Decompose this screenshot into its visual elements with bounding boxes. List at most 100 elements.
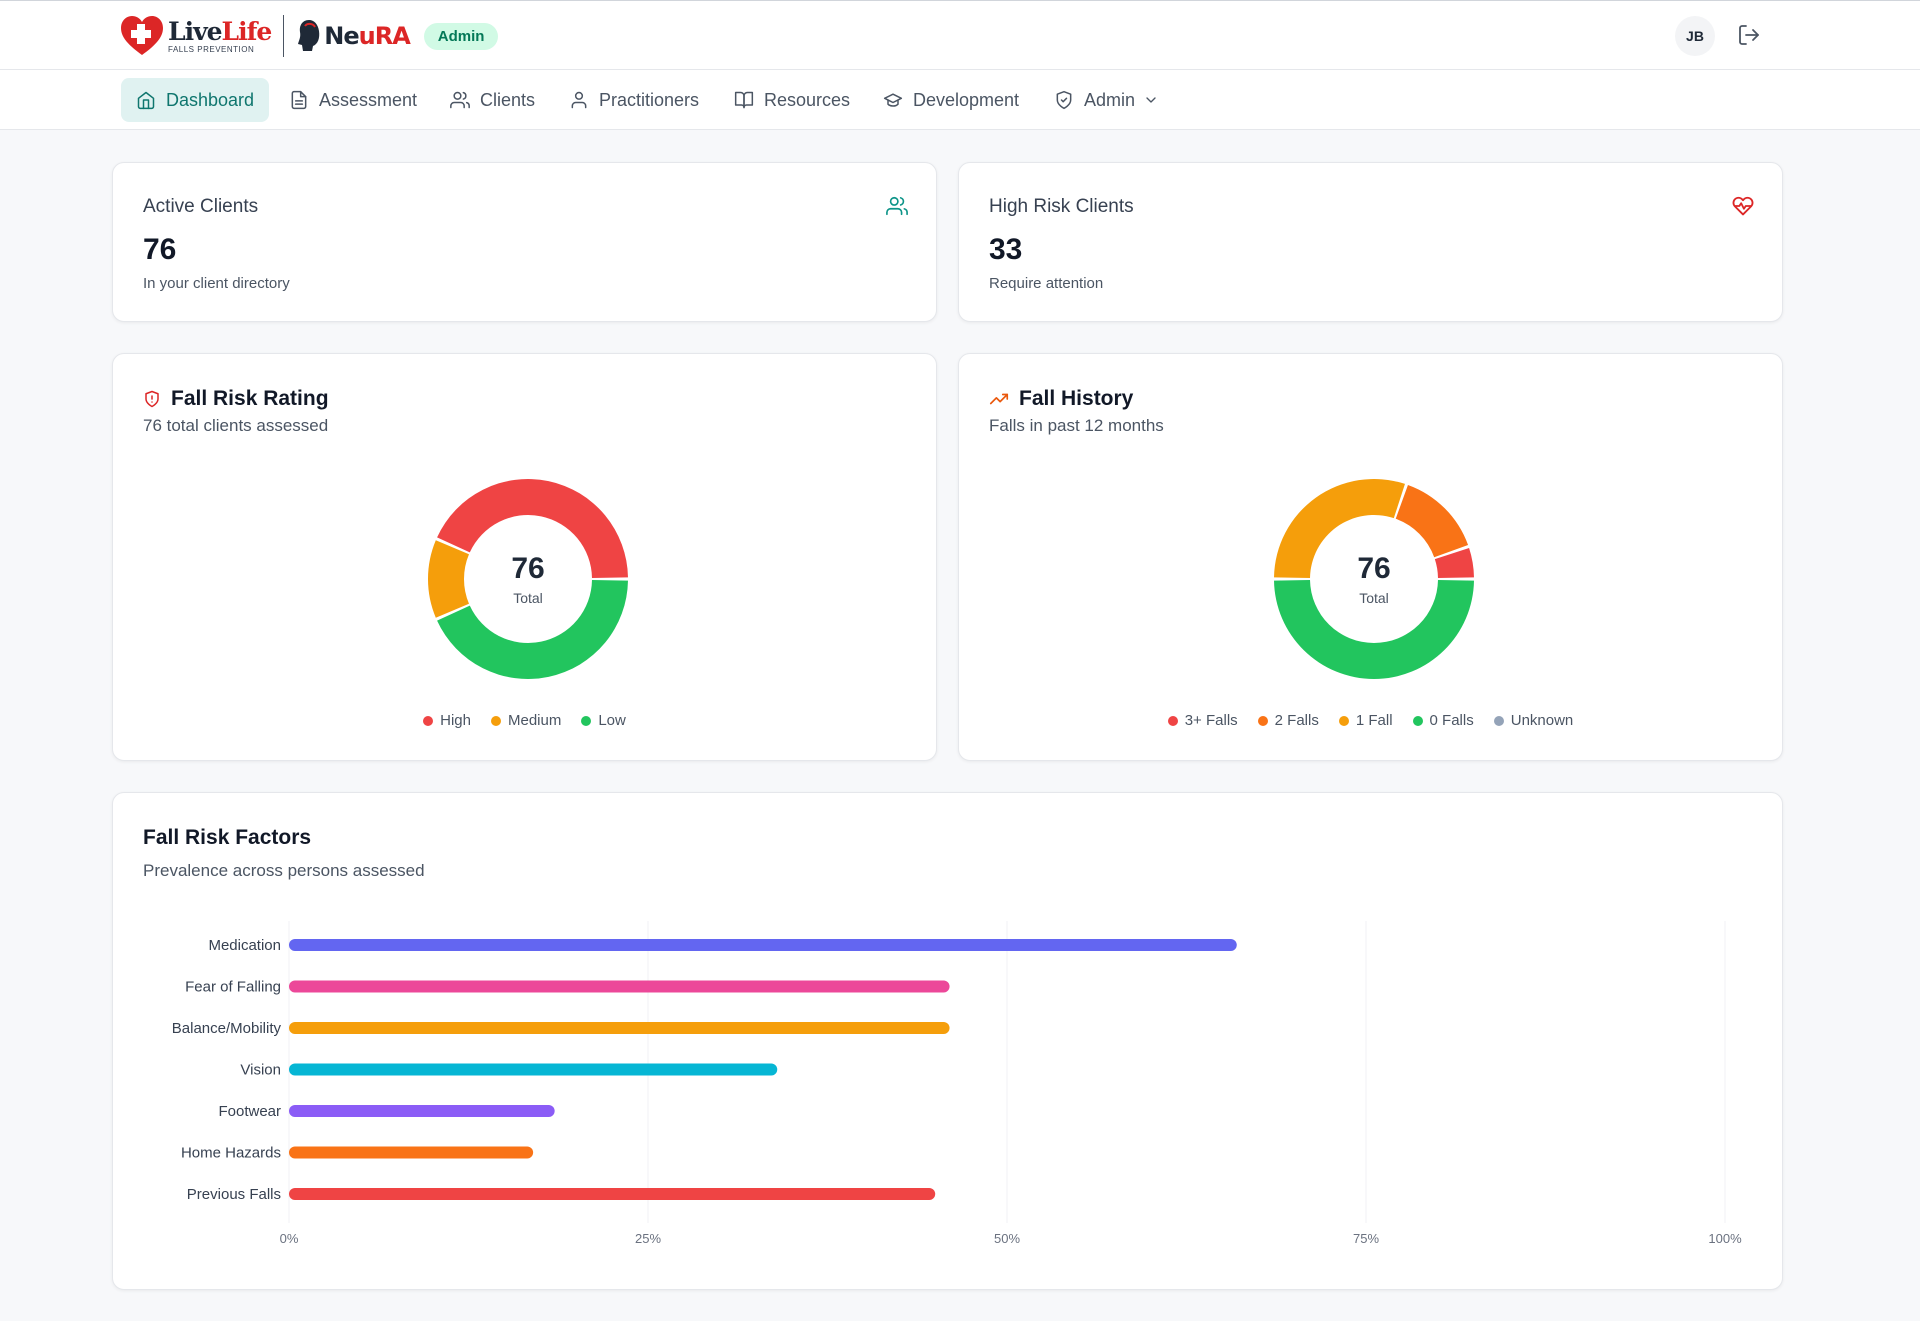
donut-slice-medium[interactable]	[428, 540, 469, 618]
nav-label: Practitioners	[599, 89, 700, 110]
nav-label: Assessment	[319, 89, 418, 110]
graduation-cap-icon	[883, 93, 903, 107]
chart-title-text: Fall Risk Rating	[171, 387, 329, 410]
book-icon	[734, 91, 754, 109]
nav-label: Development	[913, 89, 1020, 110]
neura-prefix: Ne	[324, 22, 359, 50]
legend-item[interactable]: 2 Falls	[1257, 712, 1319, 729]
brand-life: Life	[221, 16, 273, 46]
neura-suffix: uRA	[358, 22, 411, 50]
legend-swatch	[1257, 715, 1268, 726]
chart-legend: High Medium Low	[113, 712, 936, 729]
legend-label: 0 Falls	[1429, 712, 1474, 729]
legend-item[interactable]: Medium	[490, 712, 562, 729]
donut-slice-high[interactable]	[437, 478, 628, 578]
brand-logos[interactable]: LiveLife FALLS PREVENTION NeuRA Admin	[120, 13, 499, 59]
nav-development[interactable]: Development	[883, 78, 1019, 122]
bar-medication[interactable]	[289, 939, 1237, 951]
y-category-label: Home Hazards	[181, 1145, 281, 1162]
nav-assessment[interactable]: Assessment	[289, 78, 417, 122]
legend-swatch	[581, 715, 592, 726]
donut-total-value: 76	[1357, 552, 1391, 585]
donut-slice-low[interactable]	[437, 580, 628, 679]
legend-item[interactable]: Low	[581, 712, 626, 729]
nav-label: Clients	[480, 89, 536, 110]
donut-total-label: Total	[1359, 590, 1389, 606]
users-icon	[450, 91, 470, 109]
stat-subtext: Require attention	[989, 275, 1104, 292]
fall-risk-donut	[428, 478, 628, 679]
x-tick-label: 0%	[280, 1231, 299, 1246]
nav-admin[interactable]: Admin	[1054, 78, 1159, 122]
bar-home-hazards[interactable]	[289, 1146, 534, 1159]
trending-up-icon	[989, 393, 1009, 405]
legend-label: Unknown	[1510, 712, 1574, 729]
fall-history-card: Fall History Falls in past 12 months 76 …	[958, 353, 1783, 761]
chart-subtitle: 76 total clients assessed	[143, 416, 329, 435]
head-profile-icon	[298, 20, 320, 51]
bar-balance-mobility[interactable]	[289, 1022, 950, 1034]
donut-center: 76 Total	[1269, 474, 1479, 684]
legend-item[interactable]: 3+ Falls	[1167, 712, 1238, 729]
main-nav: Dashboard Assessment Clients Practitione…	[0, 70, 1920, 130]
stat-subtext: In your client directory	[143, 275, 290, 292]
nav-clients[interactable]: Clients	[450, 78, 535, 122]
donut-slice-0-falls[interactable]	[1274, 580, 1474, 680]
stat-label: High Risk Clients	[989, 196, 1134, 217]
top-header: LiveLife FALLS PREVENTION NeuRA Admin JB	[0, 0, 1920, 70]
bar-previous-falls[interactable]	[289, 1188, 936, 1200]
legend-item[interactable]: 1 Fall	[1338, 712, 1393, 729]
donut-total-label: Total	[513, 590, 543, 606]
nav-label: Resources	[764, 89, 851, 110]
stat-value: 76	[143, 233, 177, 266]
legend-item[interactable]: 0 Falls	[1412, 712, 1474, 729]
legend-label: 3+ Falls	[1184, 712, 1238, 729]
brand-tagline: FALLS PREVENTION	[168, 44, 255, 54]
legend-item[interactable]: High	[423, 712, 471, 729]
chart-legend: 3+ Falls 2 Falls 1 Fall 0 Falls Unknown	[959, 712, 1782, 729]
x-tick-label: 25%	[635, 1231, 661, 1246]
y-category-label: Balance/Mobility	[172, 1020, 282, 1037]
chart-title: Fall History	[989, 387, 1133, 411]
donut-total-value: 76	[511, 552, 545, 585]
legend-label: Medium	[507, 712, 562, 729]
high-risk-clients-card[interactable]: High Risk Clients 33 Require attention	[958, 162, 1783, 322]
legend-swatch	[1493, 715, 1504, 726]
brand-live: Live	[168, 16, 223, 46]
y-category-label: Footwear	[218, 1103, 281, 1120]
chart-title-text: Fall History	[1019, 387, 1134, 410]
donut-slice-2-falls[interactable]	[1395, 484, 1469, 558]
nav-dashboard[interactable]: Dashboard	[121, 78, 270, 122]
donut-slice-3-falls[interactable]	[1434, 548, 1474, 578]
legend-label: Low	[598, 712, 626, 729]
x-tick-label: 50%	[994, 1231, 1020, 1246]
stat-value: 33	[989, 233, 1023, 266]
y-category-label: Medication	[208, 937, 281, 954]
legend-swatch	[1167, 715, 1178, 726]
fall-risk-rating-card: Fall Risk Rating 76 total clients assess…	[112, 353, 937, 761]
donut-slice-1-fall[interactable]	[1274, 479, 1405, 578]
chart-title: Fall Risk Factors	[143, 826, 312, 849]
home-icon	[137, 91, 155, 110]
legend-label: High	[440, 712, 471, 729]
risk-factors-bar-chart: 0% 25% 50% 75% 100% Medication Fear of Falling…	[172, 921, 1742, 1246]
heart-pulse-icon	[1732, 196, 1754, 216]
user-icon	[571, 91, 587, 109]
logout-button[interactable]	[1737, 23, 1761, 47]
nav-practitioners[interactable]: Practitioners	[569, 78, 699, 122]
bar-footwear[interactable]	[289, 1105, 555, 1117]
neura-logo: NeuRA	[296, 18, 411, 54]
fall-risk-factors-card: Fall Risk Factors Prevalence across pers…	[112, 792, 1783, 1290]
nav-resources[interactable]: Resources	[734, 78, 850, 122]
user-avatar[interactable]: JB	[1675, 16, 1715, 56]
livelife-logo: LiveLife FALLS PREVENTION	[120, 15, 273, 57]
nav-label: Dashboard	[166, 89, 255, 110]
legend-item[interactable]: Unknown	[1493, 712, 1574, 729]
bar-vision[interactable]	[289, 1063, 778, 1076]
chart-title: Fall Risk Rating	[143, 387, 329, 411]
bar-fear-of-falling[interactable]	[289, 980, 950, 993]
shield-check-icon	[1056, 90, 1072, 110]
legend-swatch	[1338, 715, 1349, 726]
active-clients-card[interactable]: Active Clients 76 In your client directo…	[112, 162, 937, 322]
legend-swatch	[1412, 715, 1423, 726]
